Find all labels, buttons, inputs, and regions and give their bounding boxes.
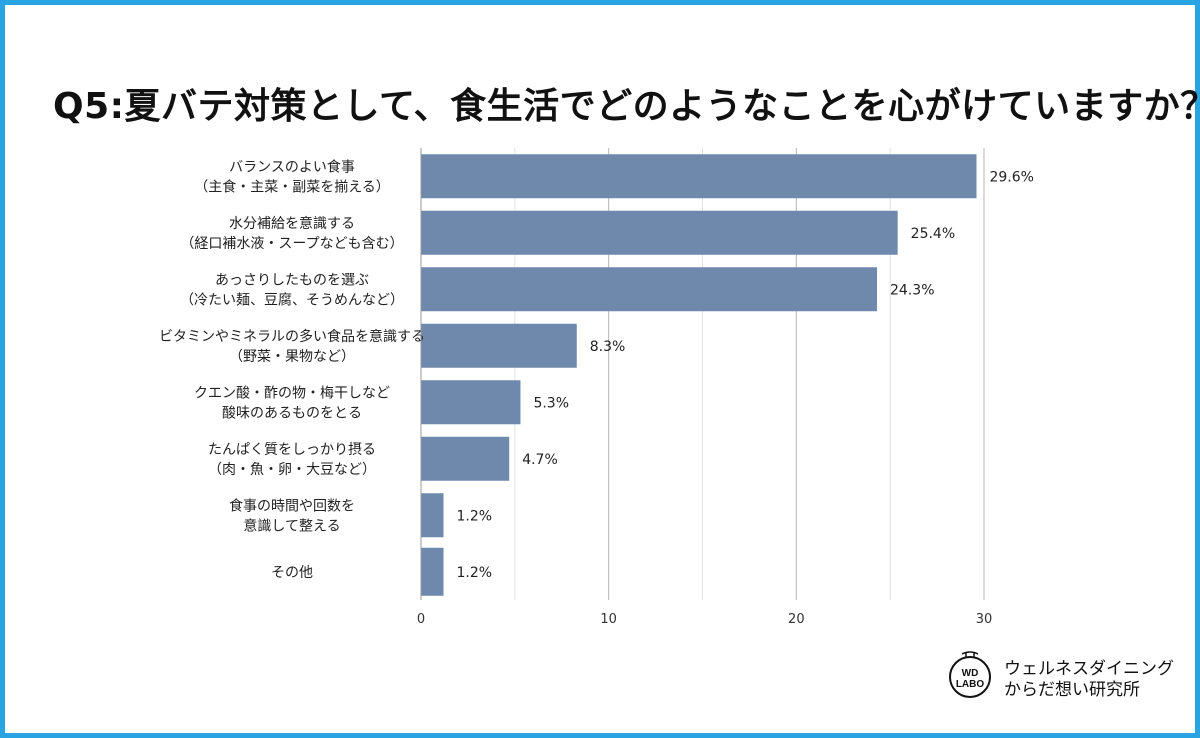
bar xyxy=(421,547,444,596)
bar xyxy=(421,323,577,368)
x-tick-label: 30 xyxy=(976,612,993,627)
value-label: 8.3% xyxy=(590,339,626,355)
category-label: バランスのよい食事 xyxy=(229,158,355,175)
logo-line-1: ウェルネスダイニング xyxy=(1004,659,1174,679)
bar xyxy=(421,380,521,425)
value-label: 1.2% xyxy=(457,508,493,524)
category-label: その他 xyxy=(271,565,313,581)
logo-badge-icon: WD LABO xyxy=(949,651,991,698)
category-label: （主食・主菜・副菜を揃える） xyxy=(194,178,390,195)
category-label: あっさりしたものを選ぶ xyxy=(215,272,369,288)
category-label: （野菜・果物など） xyxy=(229,349,355,365)
bar xyxy=(421,436,510,481)
category-label: 意識して整える xyxy=(243,517,340,534)
category-label: クエン酸・酢の物・梅干しなど xyxy=(194,385,390,401)
logo-badge-text-1: WD xyxy=(962,668,979,679)
logo-line-2: からだ想い研究所 xyxy=(1004,680,1140,700)
logo-text: ウェルネスダイニング からだ想い研究所 xyxy=(1004,659,1174,701)
category-label: 食事の時間や回数を xyxy=(229,497,355,514)
value-label: 25.4% xyxy=(911,226,955,242)
x-tick-label: 10 xyxy=(600,612,617,627)
brand-logo: WD LABO ウェルネスダイニング からだ想い研究所 xyxy=(946,645,1176,709)
value-label: 29.6% xyxy=(989,169,1033,185)
value-label: 1.2% xyxy=(457,565,493,581)
bar xyxy=(421,493,444,538)
bar xyxy=(421,154,977,199)
category-label: 水分補給を意識する xyxy=(229,215,355,232)
bar xyxy=(421,210,898,255)
category-label: （経口補水液・スープなども含む） xyxy=(180,236,403,252)
category-label: 酸味のあるものをとる xyxy=(222,405,362,421)
x-tick-label: 20 xyxy=(788,612,805,627)
category-label: たんぱく質をしっかり摂る xyxy=(208,442,376,458)
category-label: （肉・魚・卵・大豆など） xyxy=(208,462,376,478)
value-label: 5.3% xyxy=(533,395,569,411)
category-label: （冷たい麺、豆腐、そうめんなど） xyxy=(180,291,404,308)
x-tick-label: 0 xyxy=(417,612,425,627)
page-title: Q5:夏バテ対策として、食生活でどのようなことを心がけていますか？ xyxy=(53,86,1200,127)
category-label: ビタミンやミネラルの多い食品を意識する xyxy=(159,328,425,345)
value-label: 4.7% xyxy=(522,452,558,468)
logo-badge-text-2: LABO xyxy=(956,679,985,690)
bar xyxy=(421,267,878,312)
value-label: 24.3% xyxy=(890,282,934,298)
